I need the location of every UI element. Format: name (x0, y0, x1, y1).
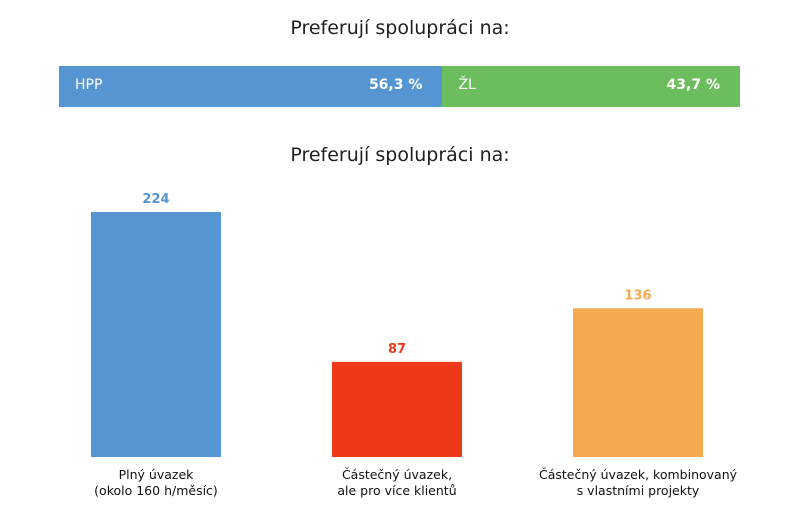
bar-value-label-3: 136 (624, 288, 651, 303)
bar-value-label-1: 224 (142, 192, 169, 207)
category-label-1-line-2: (okolo 160 h/měsíc) (94, 483, 218, 498)
category-label-3-line-1: Částečný úvazek, kombinovaný (539, 467, 738, 482)
bar-3 (573, 308, 703, 457)
category-label-2-line-1: Částečný úvazek, (342, 467, 452, 482)
segment-hpp: HPP 56,3 % (59, 66, 443, 107)
segment-zl-value: 43,7 % (666, 77, 720, 93)
category-label-3-line-2: s vlastními projekty (577, 483, 700, 498)
bar-chart-title: Preferují spolupráci na: (290, 144, 510, 166)
bar-2 (332, 361, 462, 457)
segment-hpp-value: 56,3 % (368, 77, 423, 93)
segment-zl: ŽL 43,7 % (442, 66, 740, 107)
bar-value-label-2: 87 (388, 342, 406, 357)
segment-zl-label: ŽL (458, 77, 476, 93)
stacked-bar: HPP 56,3 % ŽL 43,7 % (59, 66, 740, 107)
stacked-chart-title: Preferují spolupráci na: (290, 17, 510, 39)
category-label-1-line-1: Plný úvazek (119, 467, 195, 482)
bar-1 (91, 212, 221, 457)
category-label-2-line-2: ale pro více klientů (337, 483, 456, 498)
segment-hpp-label: HPP (75, 77, 103, 93)
